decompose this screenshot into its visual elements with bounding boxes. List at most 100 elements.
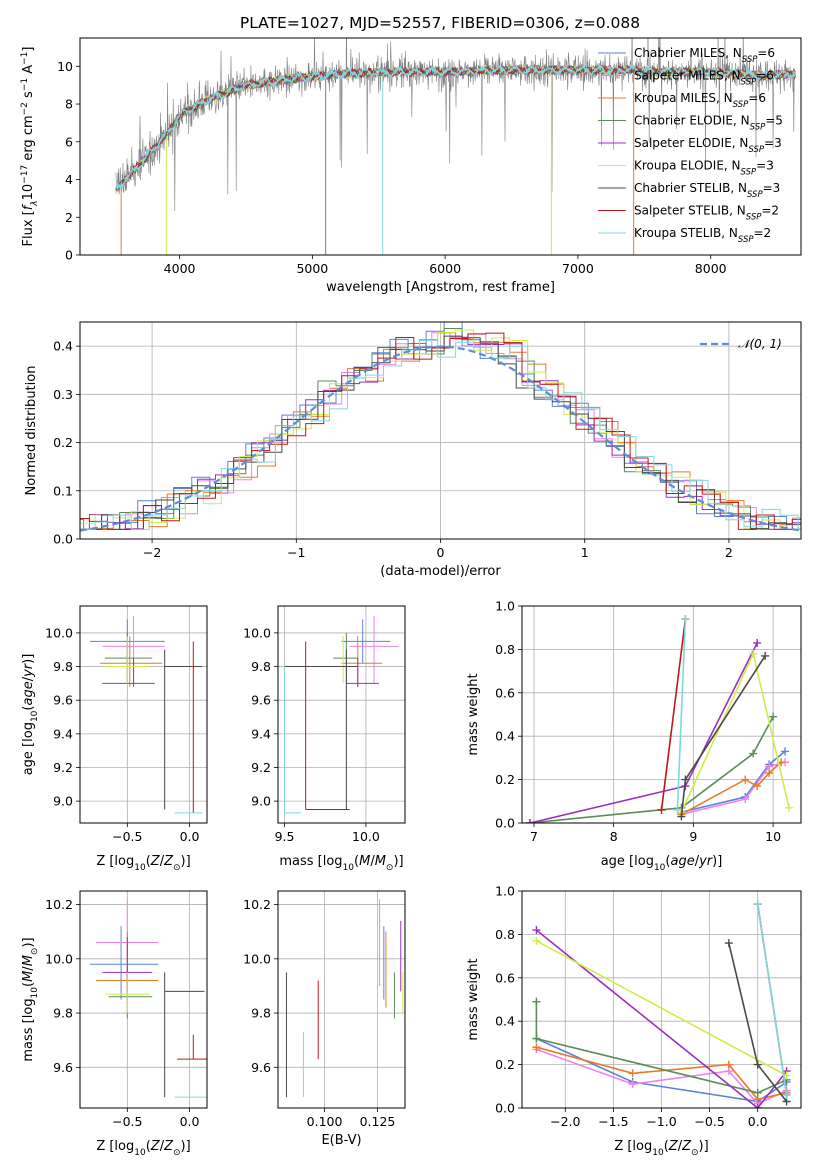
weight-marker-kroupa-elodie — [785, 803, 794, 812]
y-axis-label: Normed distribution — [24, 366, 39, 496]
y-tick-label: 0.3 — [53, 387, 73, 402]
y-tick-label: 10.2 — [45, 897, 73, 912]
weight-marker-salpeter-stelib — [657, 805, 666, 814]
age-vs-metallicity-panel: −0.5 0.0 9.0 9.2 9.4 9.6 9.8 10.0 Z [log10(Z/Z⊙)… — [21, 605, 208, 873]
y-tick-label: 1.0 — [495, 884, 515, 899]
histogram-step-chabrier-stelib — [80, 335, 801, 530]
legend-label-kroupa-stelib: Kroupa STELIB, NSSP=2 — [634, 226, 771, 245]
weight-marker-kroupa-miles — [724, 1060, 733, 1069]
figure-title: PLATE=1027, MJD=52557, FIBERID=0306, z=0… — [240, 14, 640, 32]
x-tick-label: −2 — [143, 545, 161, 560]
weight-marker-kroupa-stelib — [782, 1090, 791, 1099]
x-axis-label: wavelength [Angstrom, rest frame] — [326, 280, 555, 295]
y-tick-label: 9.0 — [251, 794, 271, 809]
y-tick-label: 0.6 — [495, 685, 515, 700]
weight-marker-kroupa-elodie — [532, 936, 541, 945]
weight-marker-kroupa-miles — [532, 1043, 541, 1052]
histogram-step-kroupa-stelib — [80, 339, 801, 530]
weight-marker-salpeter-elodie — [532, 926, 541, 935]
model-line-salpeter-stelib — [115, 64, 796, 190]
plot-area — [115, 38, 796, 255]
weight-marker-chabrier-miles — [781, 747, 790, 756]
weight-vs-metallicity-panel: −2.0 −1.5 −1.0 −0.5 0.0 0.0 0.2 0.4 0.6 0.8 1.0 Z [… — [466, 884, 802, 1158]
x-tick-label: 2 — [725, 545, 733, 560]
weight-marker-salpeter-miles — [628, 1080, 637, 1089]
x-axis-label: age [log10(age/yr)] — [601, 854, 723, 873]
x-tick-label: 8 — [610, 829, 618, 844]
plot-area — [525, 615, 794, 823]
weight-marker-kroupa-stelib — [673, 805, 682, 814]
y-tick-label: 9.4 — [53, 726, 73, 741]
weight-marker-chabrier-elodie — [749, 749, 758, 758]
x-tick-label: 4000 — [164, 261, 196, 276]
weight-marker-chabrier-stelib — [724, 939, 733, 948]
x-tick-label: 0.0 — [180, 1114, 200, 1129]
y-tick-label: 9.6 — [251, 693, 271, 708]
mass-vs-extinction-panel: 0.100 0.125 9.6 9.8 10.0 10.2 E(B-V) — [243, 890, 406, 1148]
weight-line-salpeter-elodie — [529, 642, 758, 823]
y-tick-label: 9.6 — [251, 1060, 271, 1075]
histogram-step-chabrier-elodie — [80, 328, 801, 530]
y-tick-label: 9.8 — [251, 1006, 271, 1021]
plot-area — [285, 899, 404, 1098]
weight-line-kroupa-elodie — [536, 940, 787, 1077]
spectrum-panel: 4000 5000 6000 7000 8000 0 2 4 6 8 10 Chabrier MILE… — [20, 37, 802, 295]
y-tick-label: 0.1 — [53, 483, 73, 498]
plot-area — [532, 900, 791, 1108]
y-tick-label: 0 — [65, 248, 73, 263]
y-tick-label: 8 — [65, 97, 73, 112]
x-tick-label: 0.100 — [307, 1114, 343, 1129]
x-tick-label: 0.0 — [180, 829, 200, 844]
y-tick-label: 10.0 — [45, 951, 73, 966]
model-line-chabrier-stelib — [115, 64, 796, 191]
y-tick-label: 0.6 — [495, 970, 515, 985]
legend-label-kroupa-elodie: Kroupa ELODIE, NSSP=3 — [634, 159, 774, 178]
y-tick-label: 2 — [65, 210, 73, 225]
axes-frame — [79, 37, 802, 256]
histogram-step-salpeter-elodie — [80, 337, 801, 530]
y-tick-label: 0.8 — [495, 927, 515, 942]
weight-marker-kroupa-miles — [628, 1069, 637, 1078]
weight-marker-kroupa-miles — [753, 782, 762, 791]
x-tick-label: −2.0 — [550, 1114, 580, 1129]
x-tick-label: 8000 — [695, 261, 727, 276]
weight-marker-kroupa-elodie — [749, 649, 758, 658]
weight-marker-kroupa-stelib — [753, 900, 762, 909]
y-tick-label: 10.0 — [45, 625, 73, 640]
weight-marker-kroupa-stelib — [681, 615, 690, 624]
normal-reference-curve — [80, 345, 801, 532]
plot-area — [89, 616, 203, 814]
x-tick-label: 6000 — [429, 261, 461, 276]
axes-frame — [521, 890, 802, 1109]
weight-marker-salpeter-miles — [741, 795, 750, 804]
axes-frame — [277, 890, 406, 1109]
histogram-step-chabrier-miles — [80, 322, 801, 530]
x-axis-label: Z [log10(Z/Z⊙)] — [96, 854, 190, 873]
weight-marker-salpeter-elodie — [753, 1104, 762, 1108]
y-tick-label: 9.8 — [251, 659, 271, 674]
legend-label-chabrier-miles: Chabrier MILES, NSSP=6 — [634, 46, 775, 65]
y-axis-label: age [log10(age/yr)] — [21, 654, 40, 776]
x-axis-label: Z [log10(Z/Z⊙)] — [96, 1139, 190, 1158]
y-tick-label: 10.0 — [243, 951, 271, 966]
y-tick-label: 10 — [57, 59, 73, 74]
weight-marker-kroupa-miles — [765, 769, 774, 778]
y-tick-label: 9.6 — [53, 693, 73, 708]
weight-marker-chabrier-elodie — [532, 997, 541, 1006]
y-tick-label: 0.2 — [495, 1057, 515, 1072]
x-tick-label: 10 — [765, 829, 781, 844]
y-tick-label: 0.0 — [495, 816, 515, 831]
residual-histogram-panel: −2 −1 0 1 2 0.0 0.1 0.2 0.3 0.4 𝒩(0, 1) (data-model… — [24, 321, 802, 579]
legend-label-kroupa-miles: Kroupa MILES, NSSP=6 — [634, 91, 766, 110]
y-tick-label: 9.6 — [53, 1060, 73, 1075]
axes-frame — [79, 321, 802, 540]
weight-line-chabrier-elodie — [535, 1001, 787, 1094]
x-axis-label: E(B-V) — [321, 1133, 361, 1148]
y-tick-label: 10.0 — [243, 625, 271, 640]
weight-marker-chabrier-elodie — [769, 712, 778, 721]
y-tick-label: 9.4 — [251, 726, 271, 741]
legend-label-salpeter-stelib: Salpeter STELIB, NSSP=2 — [634, 204, 779, 223]
weight-marker-chabrier-stelib — [677, 812, 686, 821]
x-tick-label: −1 — [287, 545, 305, 560]
plot-area — [89, 899, 207, 1098]
